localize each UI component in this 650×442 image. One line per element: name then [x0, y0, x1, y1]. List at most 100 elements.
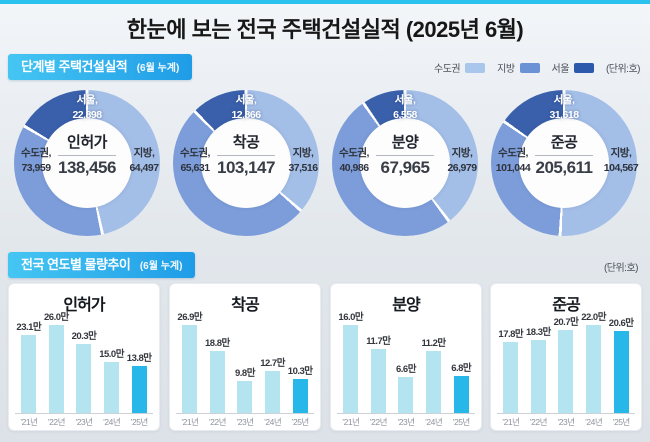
bars: 26.9만 18.8만 9.8만 12.7만 10.3만	[176, 309, 314, 413]
bar-value-label: 20.3만	[71, 331, 97, 342]
plot-area: 17.8만 18.3만 20.7만 22.0만 20.6만	[497, 309, 635, 414]
axis-tick-label: ’21년	[342, 417, 360, 427]
axis-tick-label: ’21년	[20, 417, 38, 427]
slice-name: 수도권,	[498, 147, 528, 159]
axis-tick-label: ’23년	[557, 417, 575, 427]
bar-group: 12.7만	[259, 309, 287, 413]
label-sudogwon: 수도권, 101,044	[485, 146, 541, 176]
bar	[209, 351, 225, 413]
donut-chart-completions: 준공 205,611 서울, 31,618 수도권, 101,044 지방, 1…	[485, 88, 643, 242]
donut-title: 준공	[550, 134, 578, 151]
divider	[217, 155, 275, 156]
bar-group: 20.7만	[552, 309, 580, 413]
bar-group: 18.3만	[525, 309, 553, 413]
divider	[376, 155, 434, 156]
section1-heading: 단계별 주택건설실적	[21, 59, 128, 74]
axis-tick-label: ’22년	[369, 417, 388, 427]
bar-group: 13.8만	[125, 309, 153, 413]
axis-tick-label: ’25년	[291, 417, 310, 427]
bar-group: 20.3만	[70, 309, 98, 413]
divider	[535, 155, 593, 156]
bar-value-label: 20.7만	[553, 317, 579, 328]
x-axis-labels: ’21년 ’22년 ’23년 ’24년 ’25년	[15, 416, 153, 428]
donut-hole: 착공 103,147	[201, 118, 291, 208]
slice-value: 12,866	[231, 109, 261, 121]
label-seoul: 서울, 22,898	[8, 93, 166, 123]
page-title: 한눈에 보는 전국 주택건설실적 (2025년 6월)	[126, 17, 524, 42]
donut-title: 분양	[391, 134, 419, 151]
bar	[76, 344, 92, 413]
axis-tick-label: ’22년	[208, 417, 227, 427]
section1-banner: 단계별 주택건설실적 (6월 누계)	[8, 54, 193, 80]
bar	[131, 366, 147, 413]
bar-value-label: 23.1만	[16, 322, 42, 333]
bar	[182, 325, 198, 413]
axis-tick-label: ’24년	[584, 417, 603, 427]
x-axis-labels: ’21년 ’22년 ’23년 ’24년 ’25년	[176, 416, 314, 428]
bar	[237, 381, 253, 413]
bar	[586, 325, 602, 413]
label-jibang: 지방, 64,497	[118, 146, 170, 176]
bar-group: 9.8만	[231, 309, 259, 413]
bar-value-label: 18.3만	[526, 327, 551, 338]
slice-name: 지방,	[610, 147, 632, 159]
legend-label: 서울	[551, 64, 570, 75]
donut-hole: 준공 205,611	[519, 118, 609, 208]
bar	[398, 377, 414, 413]
legend-item-sudogwon: 수도권	[434, 60, 486, 75]
unit-label: (단위:호)	[605, 64, 641, 75]
axis-tick-label: ’25년	[130, 417, 149, 427]
donut-title: 착공	[232, 134, 260, 151]
legend-label: 지방	[497, 64, 515, 75]
slice-name: 수도권,	[339, 147, 369, 159]
bar	[530, 340, 546, 413]
slice-name: 수도권,	[180, 147, 210, 159]
axis-tick-label: ’23년	[236, 417, 254, 427]
bar-value-label: 6.6만	[396, 364, 416, 375]
bar-group: 18.8만	[204, 309, 232, 413]
bar-group: 26.9만	[176, 309, 204, 413]
bar-group: 11.2만	[420, 309, 448, 413]
bar-group: 16.0만	[337, 309, 365, 413]
bar	[48, 325, 64, 413]
bar-chart-completions: 준공 17.8만 18.3만 20.7만 22.0만 20.6만 ’21년 ’22…	[490, 283, 642, 431]
bars: 23.1만 26.0만 20.3만 15.0만 13.8만	[15, 309, 153, 413]
label-sudogwon: 수도권, 40,986	[326, 146, 382, 176]
bar-group: 17.8만	[497, 309, 525, 413]
label-sudogwon: 수도권, 65,631	[167, 146, 223, 176]
donut-total: 67,965	[380, 158, 431, 177]
bar	[292, 379, 308, 413]
slice-name: 서울,	[76, 94, 98, 106]
panel-title: 분양	[392, 297, 420, 314]
slice-name: 수도권,	[21, 147, 51, 159]
section2-heading: 전국 연도별 물량추이	[21, 257, 131, 272]
bar-value-label: 11.7만	[366, 336, 391, 347]
bar	[453, 376, 469, 413]
bar	[265, 371, 281, 413]
donut-chart-starts: 착공 103,147 서울, 12,866 수도권, 65,631 지방, 37…	[167, 88, 325, 242]
label-seoul: 서울, 6,558	[326, 93, 484, 123]
bar	[426, 351, 442, 413]
bar-group: 23.1만	[15, 309, 43, 413]
donut-chart-permits: 인허가 138,456 서울, 22,898 수도권, 73,959 지방, 6…	[8, 88, 166, 242]
label-sudogwon: 수도권, 73,959	[8, 146, 64, 176]
legend-item-jibang: 지방	[497, 60, 540, 75]
bar	[370, 349, 386, 413]
bar-chart-starts: 착공 26.9만 18.8만 9.8만 12.7만 10.3만 ’21년 ’22년…	[169, 283, 321, 431]
plot-area: 26.9만 18.8만 9.8만 12.7만 10.3만	[176, 309, 314, 414]
bar-group: 20.6만	[607, 309, 635, 413]
donut-title: 인허가	[67, 134, 107, 151]
bar-value-label: 17.8만	[498, 329, 524, 340]
slice-value: 73,959	[21, 162, 51, 174]
donut-chart-sales: 분양 67,965 서울, 6,558 수도권, 40,986 지방, 26,9…	[326, 88, 484, 242]
section1-heading-note: (6월 누계)	[136, 63, 180, 74]
label-jibang: 지방, 26,979	[436, 146, 488, 176]
donut-total: 138,456	[58, 158, 116, 177]
slice-name: 지방,	[292, 147, 314, 159]
bar-value-label: 10.3만	[287, 366, 313, 377]
bar-value-label: 12.7만	[260, 358, 285, 369]
slice-value: 6,558	[393, 109, 417, 121]
bar-value-label: 11.2만	[421, 338, 446, 349]
slice-name: 지방,	[451, 147, 473, 159]
